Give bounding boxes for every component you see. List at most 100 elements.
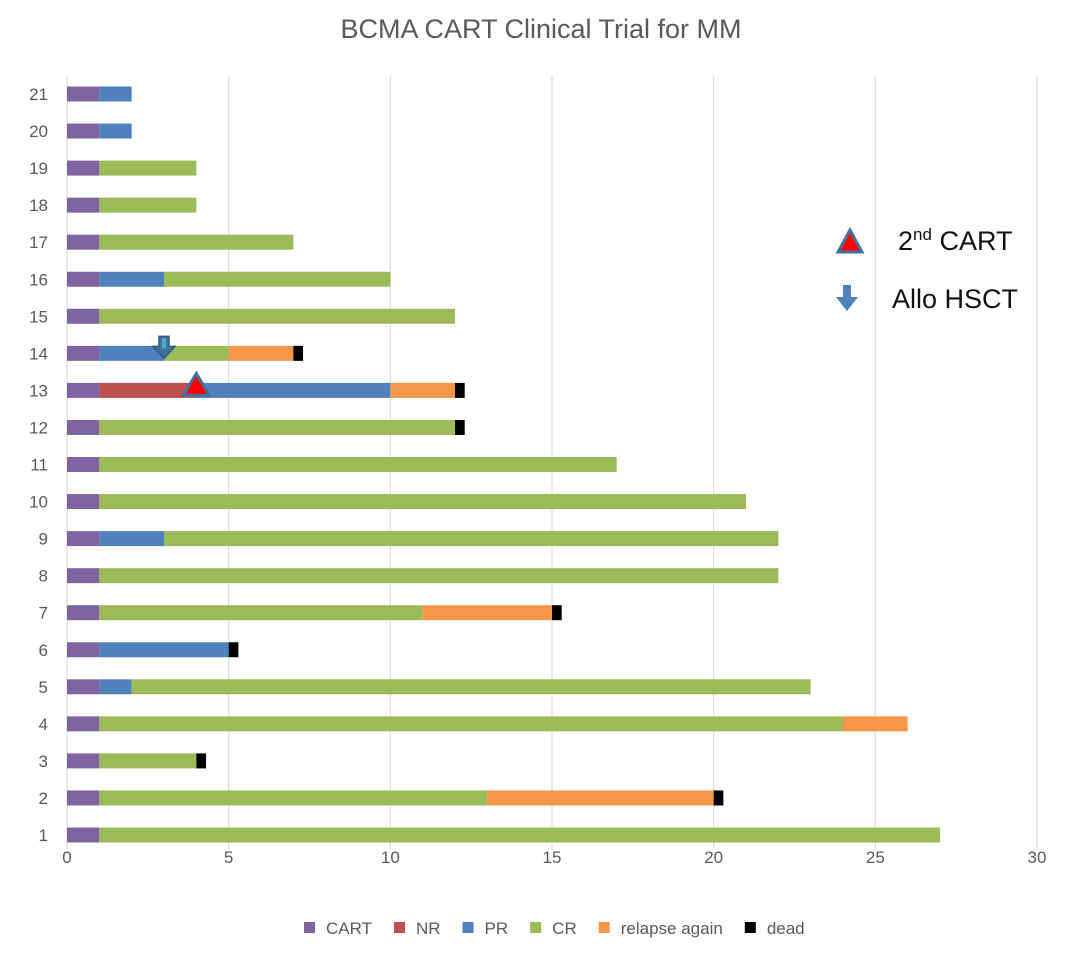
bar-CART-9 [67,531,100,547]
x-tick-label: 30 [1028,848,1047,867]
bar-dead-13 [455,382,465,398]
y-tick-label: 11 [30,456,48,475]
legend-label-CR: CR [552,919,577,938]
bar-CART-21 [67,86,100,102]
bar-relapse-again-4 [843,716,908,732]
bar-CART-2 [67,790,100,806]
bar-CART-13 [67,382,100,398]
bar-CART-11 [67,457,100,472]
bar-relapse-again-14 [228,345,294,361]
triangle-marker [180,370,212,397]
down-arrow-marker-inner [162,338,166,349]
y-tick-label: 15 [29,307,48,326]
bar-CR-2 [99,790,488,806]
legend-swatch-dead [744,922,756,933]
bar-CR-10 [99,494,747,510]
legend-swatch-CART [304,922,315,933]
y-tick-label: 14 [29,344,48,363]
y-tick-label: 16 [29,270,48,289]
bar-CR-8 [99,568,779,584]
bar-CART-14 [67,345,100,361]
bar-relapse-again-2 [487,790,714,806]
x-tick-label: 25 [866,848,885,867]
bar-CART-1 [67,827,100,843]
x-tick-label: 15 [543,848,562,867]
x-tick-label: 10 [381,848,400,867]
legend-label-relapse-again: relapse again [621,919,723,938]
y-tick-label: 6 [39,641,48,660]
bar-CART-4 [67,716,100,732]
bar-PR-14 [99,345,164,361]
bar-CR-4 [99,716,844,732]
chart-title: BCMA CART Clinical Trial for MM [340,14,741,44]
bar-PR-6 [99,642,229,658]
legend-label-CART: CART [326,919,372,938]
legend-swatch-PR [462,922,474,933]
bar-CART-6 [67,642,100,658]
y-tick-label: 9 [39,530,48,549]
bar-CR-1 [99,827,941,843]
y-tick-label: 10 [29,493,48,512]
bar-CART-19 [67,160,100,176]
bar-dead-7 [552,605,562,621]
bar-CART-3 [67,753,100,769]
bar-CR-5 [131,679,811,695]
bar-dead-3 [196,753,207,769]
bar-dead-6 [228,642,239,658]
bar-CR-18 [99,197,197,213]
y-tick-label: 5 [39,678,48,697]
bar-CART-8 [67,568,100,584]
y-tick-label: 3 [39,752,48,771]
bar-CR-12 [99,419,455,435]
bar-CART-7 [67,605,100,621]
bar-CR-9 [164,531,779,547]
bar-CR-14 [164,345,229,361]
x-tick-label: 0 [62,848,71,867]
y-tick-label: 1 [39,826,48,845]
bar-PR-20 [99,123,132,139]
bar-CART-15 [67,308,100,324]
bar-relapse-again-7 [422,605,552,621]
bar-CR-15 [99,308,455,324]
bar-CR-7 [99,605,423,621]
bar-PR-21 [99,86,132,102]
bar-CART-10 [67,494,100,510]
bar-PR-5 [99,679,132,695]
y-tick-label: 7 [39,604,48,623]
bar-PR-16 [99,271,164,287]
annotation-2nd-cart-label: 2nd CART [898,225,1012,256]
bar-CR-19 [99,160,197,176]
triangle-icon [835,226,865,254]
bar-dead-2 [713,790,724,806]
y-tick-label: 8 [39,567,48,586]
legend-swatch-CR [530,922,542,933]
bar-CR-16 [164,271,391,287]
annotation-allo-hsct-label: Allo HSCT [892,284,1018,314]
y-tick-label: 12 [29,418,48,437]
y-tick-label: 18 [29,196,48,215]
legend-swatch-relapse-again [598,922,610,933]
bar-CR-3 [99,753,197,769]
annotation-legend: 2nd CART Allo HSCT [835,225,1018,314]
bar-relapse-again-13 [390,382,455,398]
bar-dead-14 [293,345,304,361]
y-tick-label: 13 [29,381,48,400]
bar-PR-9 [99,531,164,547]
bar-CART-5 [67,679,100,695]
bar-CR-11 [99,457,617,472]
y-tick-label: 17 [29,233,48,252]
bar-CART-16 [67,271,100,287]
bar-CART-12 [67,419,100,435]
y-tick-label: 19 [29,159,48,178]
legend-swatch-NR [393,922,405,933]
bar-CART-18 [67,197,100,213]
bar-CART-17 [67,234,100,250]
x-tick-label: 20 [704,848,723,867]
y-tick-label: 20 [29,122,48,141]
bar-CART-20 [67,123,100,139]
bar-PR-13 [196,382,391,398]
y-tick-label: 2 [39,789,48,808]
y-tick-label: 4 [39,715,48,734]
